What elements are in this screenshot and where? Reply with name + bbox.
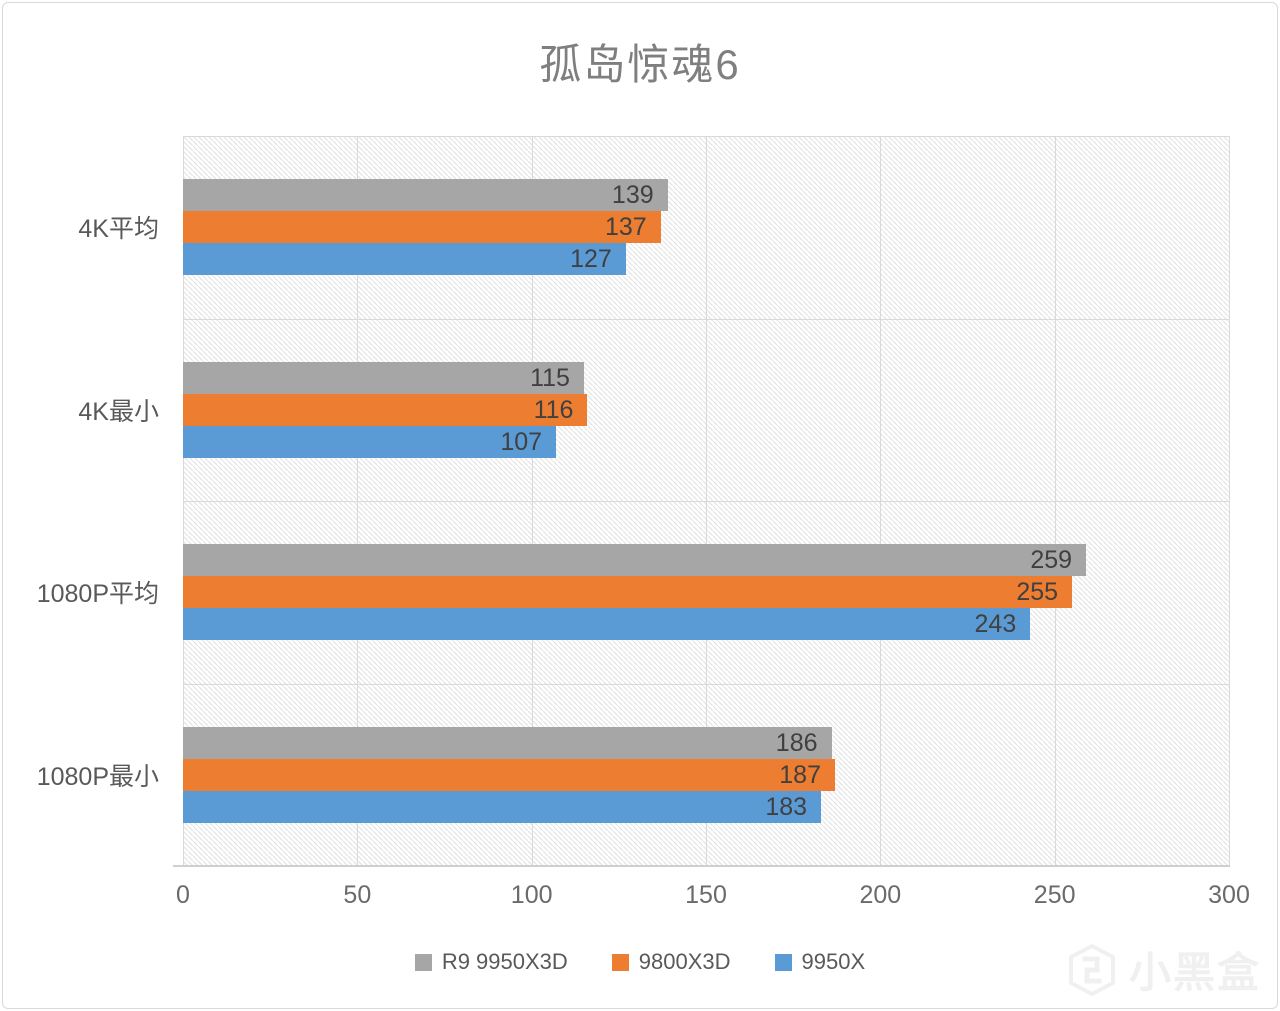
bar-9800X3D-1080P最小: 187	[183, 758, 835, 791]
bar-value-label: 259	[1030, 546, 1073, 575]
bar-value-label: 127	[570, 245, 612, 274]
legend-label: 9800X3D	[638, 949, 731, 974]
bar-9800X3D-4K平均: 137	[183, 211, 661, 244]
bar-9950X-1080P平均: 243	[183, 608, 1031, 641]
bar-R9 9950X3D-1080P最小: 186	[183, 726, 832, 759]
x-tick-label-100: 100	[510, 881, 553, 909]
watermark-text: 小黑盒	[1128, 949, 1261, 996]
legend-swatch-icon	[611, 953, 629, 971]
bar-9800X3D-4K最小: 116	[183, 393, 588, 426]
x-tick-label-50: 50	[343, 881, 372, 909]
gridline-band-1	[183, 318, 1229, 320]
bar-R9 9950X3D-4K最小: 115	[183, 361, 584, 394]
gridline-band-2	[183, 501, 1229, 502]
bar-9950X-4K最小: 107	[183, 425, 557, 458]
bar-R9 9950X3D-4K平均: 139	[183, 179, 668, 212]
bar-value-label: 116	[533, 395, 574, 424]
gridline-x-300	[1229, 136, 1230, 866]
category-label-1080P最小: 1080P最小	[36, 762, 159, 791]
legend-item-9800X3D: 9800X3D	[611, 949, 731, 975]
bar-value-label: 137	[604, 213, 647, 242]
legend: R9 9950X3D 9800X3D 9950X	[3, 949, 1277, 975]
bar-value-label: 243	[974, 610, 1017, 639]
bar-9950X-1080P最小: 183	[183, 790, 822, 823]
legend-item-R9 9950X3D: R9 9950X3D	[414, 949, 568, 975]
x-tick-label-150: 150	[685, 881, 727, 909]
gridline-band-0	[183, 136, 1229, 137]
bar-9950X-4K平均: 127	[183, 243, 626, 276]
category-label-4K最小: 4K最小	[78, 397, 159, 426]
x-tick-label-0: 0	[176, 881, 190, 909]
x-axis-line	[173, 865, 1230, 867]
bar-value-label: 183	[765, 792, 808, 821]
bar-value-label: 115	[530, 363, 570, 392]
x-tick-label-200: 200	[859, 881, 902, 909]
plot-area: 139 137 127 115 116 107 259 255 243 186 187 183	[183, 136, 1230, 867]
legend-swatch-icon	[414, 953, 432, 971]
legend-label: R9 9950X3D	[441, 949, 568, 974]
bar-9800X3D-1080P平均: 255	[183, 576, 1073, 609]
legend-item-9950X: 9950X	[774, 949, 866, 975]
bar-R9 9950X3D-1080P平均: 259	[183, 544, 1087, 577]
heybox-logo-icon	[1068, 943, 1115, 996]
category-label-4K平均: 4K平均	[78, 215, 159, 244]
chart-title: 孤岛惊魂6	[539, 41, 741, 88]
x-tick-label-250: 250	[1033, 881, 1076, 909]
gridline-band-3	[183, 683, 1229, 685]
legend-label: 9950X	[801, 949, 866, 974]
bar-value-label: 187	[779, 760, 821, 789]
category-label-1080P平均: 1080P平均	[36, 580, 159, 609]
legend-swatch-icon	[774, 953, 792, 971]
bar-value-label: 139	[611, 181, 654, 210]
watermark: 小黑盒	[1065, 939, 1261, 1000]
x-tick-label-300: 300	[1208, 881, 1250, 909]
bar-value-label: 255	[1016, 578, 1059, 607]
bar-value-label: 186	[775, 728, 818, 757]
bar-value-label: 107	[500, 427, 543, 456]
